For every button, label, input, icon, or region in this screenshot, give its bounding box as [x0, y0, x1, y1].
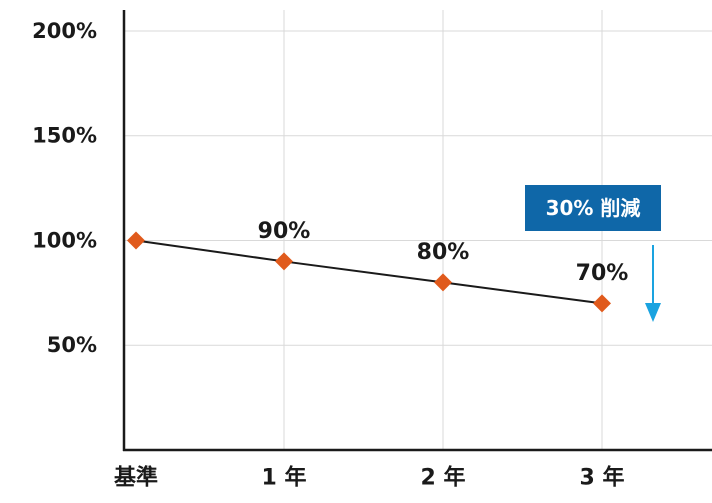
y-tick-labels: 50% 100% 150% 200%	[32, 19, 97, 357]
x-tick-label: 基準	[114, 465, 158, 491]
data-label: 90%	[258, 219, 311, 244]
y-tick-label: 50%	[47, 333, 97, 357]
data-point-marker	[434, 273, 452, 292]
y-tick-label: 200%	[32, 19, 97, 43]
callout-box	[525, 185, 661, 231]
series	[127, 231, 611, 313]
data-label: 70%	[576, 261, 629, 286]
data-point-marker	[275, 252, 293, 271]
y-tick-label: 150%	[32, 124, 97, 148]
grid-lines	[124, 10, 712, 450]
data-label: 80%	[417, 240, 470, 265]
x-tick-labels: 基準 1 年 2 年 3 年	[114, 465, 624, 491]
x-tick-label: 3 年	[580, 465, 625, 491]
reduction-callout: 30% 削減	[525, 185, 661, 322]
data-point-marker	[127, 231, 145, 250]
series-line	[135, 239, 603, 305]
x-tick-label: 1 年	[262, 465, 307, 491]
data-labels: 90% 80% 70%	[258, 219, 629, 286]
callout-text: 30% 削減	[546, 196, 641, 220]
axes	[122, 10, 712, 452]
x-tick-label: 2 年	[421, 465, 466, 491]
data-point-marker	[593, 294, 611, 313]
y-tick-label: 100%	[32, 228, 97, 252]
down-arrow-icon	[645, 303, 661, 322]
